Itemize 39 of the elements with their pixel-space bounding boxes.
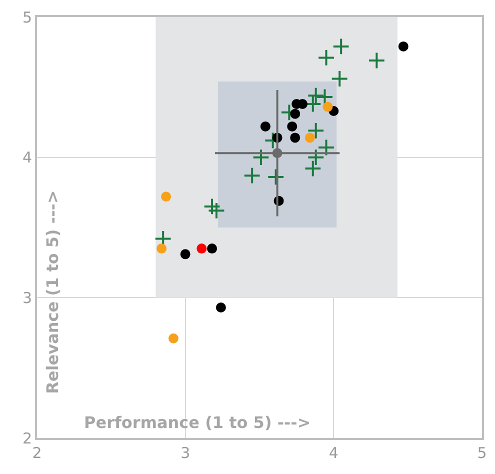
point <box>156 244 167 254</box>
point <box>307 148 325 166</box>
point <box>267 168 285 186</box>
point <box>290 132 300 143</box>
y-tick-label: 5 <box>22 8 32 26</box>
point <box>307 122 325 140</box>
point <box>216 302 226 312</box>
point <box>168 333 178 344</box>
y-tick-label: 4 <box>22 148 32 167</box>
y-tick-label: 2 <box>22 429 32 448</box>
point <box>307 86 325 104</box>
point <box>330 70 348 88</box>
point <box>287 121 298 132</box>
x-tick-label: 4 <box>328 444 338 462</box>
point <box>180 249 190 260</box>
point <box>161 192 172 202</box>
point <box>207 244 218 254</box>
y-tick-label: 3 <box>22 288 32 307</box>
x-axis-title: Performance (1 to 5) ---> <box>84 413 311 432</box>
point <box>398 41 408 52</box>
point <box>260 121 270 132</box>
point <box>196 244 207 254</box>
point <box>318 138 335 156</box>
point <box>304 132 315 143</box>
point <box>332 38 350 56</box>
point <box>322 102 333 112</box>
point <box>318 49 335 66</box>
point <box>208 202 226 220</box>
point <box>368 52 386 70</box>
point <box>243 166 261 184</box>
point <box>252 148 270 166</box>
point <box>203 198 221 216</box>
point <box>304 160 322 178</box>
point <box>290 108 300 119</box>
x-tick-label: 5 <box>477 444 487 462</box>
y-axis-title: Relevance (1 to 5) ---> <box>43 190 62 394</box>
x-tick-label: 3 <box>180 444 190 462</box>
point <box>316 88 334 106</box>
point <box>272 148 282 158</box>
